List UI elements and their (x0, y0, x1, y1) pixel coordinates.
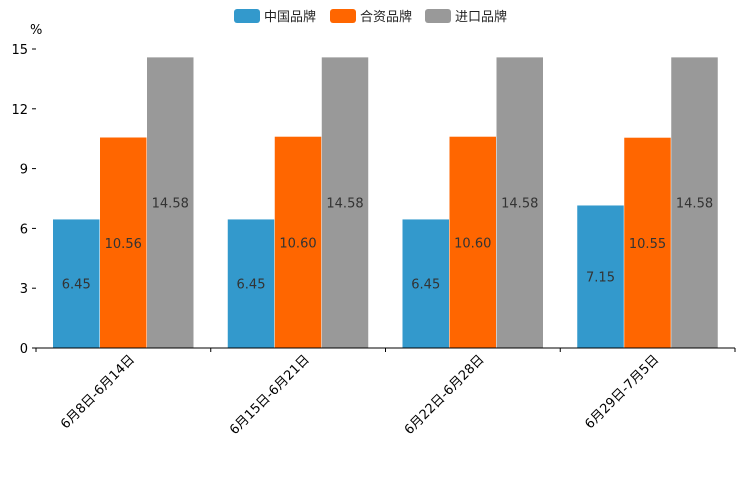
y-tick-label: 3 (20, 282, 28, 297)
legend-label: 合资品牌 (360, 9, 412, 25)
legend: 中国品牌 合资品牌 进口品牌 (234, 9, 507, 25)
bar (53, 219, 100, 348)
bar (577, 205, 624, 348)
data-label: 10.60 (279, 236, 316, 251)
data-label: 14.58 (501, 197, 538, 212)
bar (100, 137, 147, 348)
data-label: 14.58 (326, 197, 363, 212)
data-label: 10.56 (105, 237, 142, 252)
x-tick-label: 6月15日-6月21日 (227, 352, 313, 438)
bar (671, 57, 718, 348)
data-label: 6.45 (237, 278, 266, 293)
data-label: 10.60 (454, 236, 491, 251)
y-tick-label: 15 (11, 43, 28, 58)
x-tick-label: 6月8日-6月14日 (58, 352, 138, 432)
legend-item[interactable]: 合资品牌 (330, 9, 412, 25)
bar (496, 57, 543, 348)
x-axis: 6月8日-6月14日 6月15日-6月21日 6月22日-6月28日 6月29日-7月… (35, 347, 736, 438)
x-tick-label: 6月22日-6月28日 (402, 352, 488, 438)
data-label: 6.45 (411, 278, 440, 293)
legend-swatch (234, 9, 260, 23)
bar (321, 57, 369, 348)
data-label: 14.58 (676, 197, 713, 212)
bar (624, 137, 671, 348)
bars: 6.45 10.56 14.58 6.45 10.60 14.58 6.45 10.60 14.… (53, 57, 718, 348)
legend-label: 中国品牌 (264, 9, 316, 25)
bar (227, 219, 275, 348)
bar (402, 219, 449, 348)
data-label: 14.58 (152, 197, 189, 212)
y-tick-label: 9 (20, 163, 28, 178)
bar (274, 136, 322, 348)
y-axis-unit-label: % (30, 23, 42, 38)
x-tick-label: 6月29日-7月5日 (582, 352, 662, 432)
bar (449, 136, 496, 348)
y-axis: 0 3 6 9 12 15 (11, 43, 36, 357)
legend-label: 进口品牌 (455, 9, 507, 25)
bar (147, 57, 194, 348)
y-tick-label: 6 (20, 222, 28, 237)
legend-swatch (330, 9, 356, 23)
y-tick-label: 12 (11, 103, 28, 118)
data-label: 10.55 (629, 237, 666, 252)
legend-item[interactable]: 进口品牌 (425, 9, 507, 25)
data-label: 6.45 (62, 278, 91, 293)
legend-swatch (425, 9, 451, 23)
data-label: 7.15 (586, 271, 615, 286)
y-tick-label: 0 (20, 342, 28, 357)
legend-item[interactable]: 中国品牌 (234, 9, 316, 25)
